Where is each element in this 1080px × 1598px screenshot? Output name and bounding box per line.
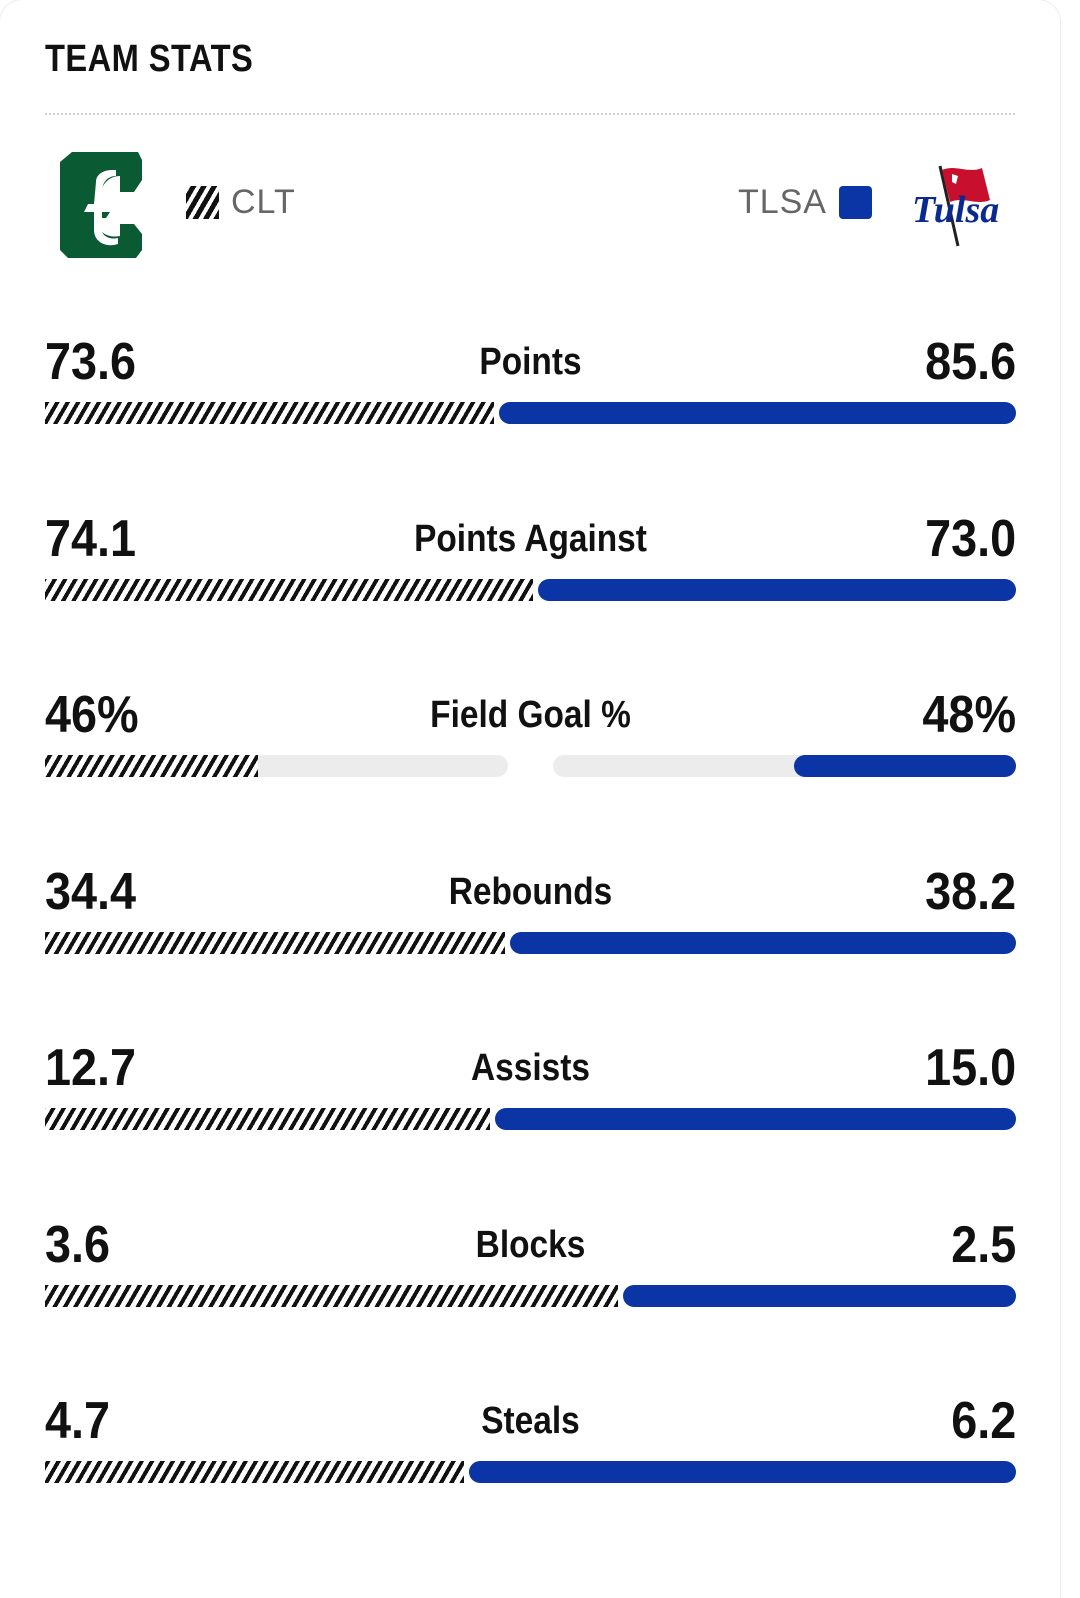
- team-legend-right: TLSA: [738, 183, 872, 222]
- stat-row: 46% Field Goal % 48%: [45, 685, 1016, 805]
- stat-bar-left: [45, 755, 258, 777]
- stat-bar-right: [623, 1284, 1016, 1307]
- stat-value-right: 38.2: [924, 862, 1016, 921]
- stat-value-right: 15.0: [924, 1039, 1016, 1097]
- team-legend-left: CLT: [186, 183, 296, 222]
- clt-logo: [60, 152, 142, 258]
- stat-bar-left: [45, 1108, 490, 1130]
- stat-value-left: 73.6: [45, 333, 137, 391]
- stat-bar-right: [510, 931, 1016, 954]
- clt-pattern-swatch: [186, 186, 219, 219]
- tlsa-color-swatch: [839, 186, 872, 219]
- stat-value-right: 73.0: [924, 509, 1016, 568]
- stat-label: Assists: [471, 1047, 590, 1089]
- stat-bar-right: [499, 402, 1016, 424]
- stat-bar-left: [45, 1284, 618, 1307]
- stat-bar-right: [495, 1108, 1016, 1130]
- stat-value-left: 3.6: [45, 1215, 111, 1274]
- stat-bar-right: [469, 1461, 1016, 1483]
- stat-value-left: 12.7: [45, 1039, 137, 1097]
- stat-value-right: 85.6: [924, 333, 1016, 391]
- section-title: TEAM STATS: [45, 38, 254, 80]
- stat-row: 3.6 Blocks 2.5: [45, 1215, 1016, 1335]
- stat-value-right: 6.2: [950, 1392, 1016, 1450]
- stat-label: Steals: [481, 1400, 580, 1442]
- stat-value-left: 4.7: [45, 1392, 111, 1450]
- stat-bar-left: [45, 402, 494, 424]
- stat-row: 12.7 Assists 15.0: [45, 1038, 1016, 1158]
- tulsa-logo: Tulsa: [912, 165, 999, 247]
- stat-row: 74.1 Points Against 73.0: [45, 509, 1016, 629]
- stat-value-right: 48%: [922, 686, 1016, 744]
- stat-label: Blocks: [475, 1223, 586, 1266]
- stat-bar-left: [45, 931, 505, 954]
- team-abbr-left: CLT: [231, 183, 296, 221]
- stat-bar-left: [45, 578, 533, 601]
- stat-row: 4.7 Steals 6.2: [45, 1391, 1016, 1511]
- stat-label: Field Goal %: [430, 694, 631, 736]
- stat-bar-right: [794, 755, 1016, 777]
- stat-row: 73.6 Points 85.6: [45, 332, 1016, 452]
- header-divider: [45, 113, 1015, 115]
- stat-value-left: 46%: [45, 686, 139, 744]
- stat-bar-left: [45, 1461, 464, 1483]
- team-abbr-right: TLSA: [737, 183, 827, 221]
- stat-value-left: 34.4: [45, 862, 137, 921]
- stat-value-left: 74.1: [45, 509, 137, 568]
- tulsa-logo-wordmark: Tulsa: [912, 189, 999, 231]
- stat-label: Rebounds: [448, 870, 613, 913]
- stat-label: Points: [479, 341, 582, 383]
- stat-value-right: 2.5: [950, 1215, 1016, 1274]
- stat-bar-right: [538, 578, 1016, 601]
- stat-row: 34.4 Rebounds 38.2: [45, 862, 1016, 982]
- stat-label: Points Against: [414, 517, 647, 560]
